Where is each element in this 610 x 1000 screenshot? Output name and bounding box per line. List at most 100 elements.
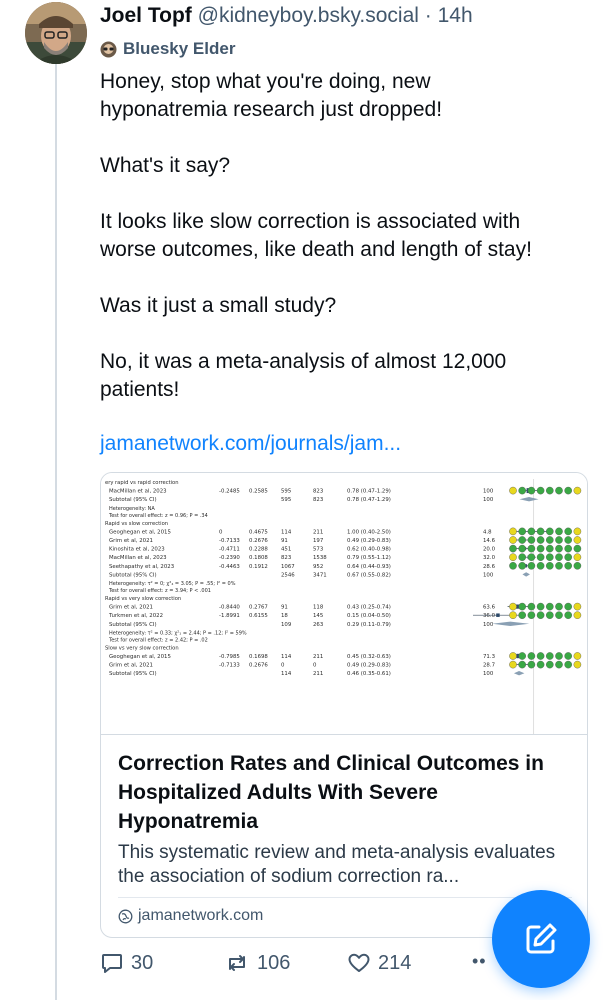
risk-of-bias-dot	[555, 611, 563, 619]
post-paragraph: Was it just a small study?	[100, 294, 337, 317]
risk-of-bias-dot	[509, 553, 517, 561]
elder-badge[interactable]: Bluesky Elder	[100, 38, 235, 60]
forest-se: 0.2676	[249, 538, 268, 544]
risk-of-bias-dot	[545, 660, 554, 669]
reply-button[interactable]: 30	[100, 951, 153, 975]
forest-study-label: Seethapathy et al, 2023	[109, 564, 174, 570]
risk-of-bias-dot	[536, 486, 545, 495]
forest-note: Heterogeneity: τ² = 0; χ²₄ = 3.05; P = .…	[109, 581, 236, 587]
risk-of-bias-dot	[518, 660, 527, 669]
globe-icon	[118, 909, 133, 923]
risk-of-bias-dot	[573, 553, 582, 561]
risk-of-bias-dot	[564, 544, 573, 553]
forest-section-heading: Rapid vs very slow correction	[105, 596, 181, 602]
card-divider	[118, 897, 572, 898]
forest-se: 0.1808	[249, 555, 268, 561]
forest-ci-label: 0.78 (0.47-1.29)	[347, 497, 391, 503]
forest-note: Test for overall effect: z = 3.94; P < .…	[108, 588, 211, 594]
forest-n1: 114	[281, 671, 292, 677]
forest-ci-label: 0.49 (0.29-0.83)	[347, 538, 391, 544]
forest-n2: 1538	[313, 555, 327, 561]
risk-of-bias-dot	[545, 602, 554, 611]
avatar[interactable]	[25, 2, 87, 64]
risk-of-bias-dot	[527, 602, 536, 611]
forest-n2: 211	[313, 529, 323, 535]
risk-of-bias-dot	[555, 562, 563, 570]
forest-weight: 100	[483, 671, 494, 677]
author-name[interactable]: Joel Topf	[100, 4, 192, 27]
risk-of-bias-dot	[509, 602, 517, 611]
speech-bubble-icon	[102, 954, 122, 973]
forest-study-label: MacMillan et al, 2023	[109, 555, 167, 561]
forest-log-or: -0.7133	[219, 663, 240, 669]
forest-weight: 100	[483, 572, 494, 578]
risk-of-bias-dot	[555, 536, 563, 544]
forest-ci-label: 0.45 (0.32-0.63)	[347, 654, 391, 660]
forest-point	[496, 613, 500, 617]
risk-of-bias-dot	[564, 527, 573, 536]
forest-note: Heterogeneity: NA	[109, 506, 155, 512]
reply-count: 30	[131, 951, 154, 974]
risk-of-bias-dot	[527, 652, 536, 660]
risk-of-bias-dot	[555, 486, 563, 495]
forest-log-or: -0.4463	[219, 564, 240, 570]
risk-of-bias-dot	[527, 562, 536, 570]
card-image: ery rapid vs rapid correction MacMillan e…	[101, 473, 587, 735]
risk-of-bias-dot	[536, 527, 545, 536]
forest-log-or: -0.2390	[219, 555, 240, 561]
risk-of-bias-dot	[555, 652, 563, 660]
risk-of-bias-dot	[509, 660, 517, 669]
card-title: Correction Rates and Clinical Outcomes i…	[118, 752, 544, 833]
forest-study-label: Subtotal (95% CI)	[109, 622, 157, 628]
timestamp[interactable]: 14h	[437, 4, 473, 27]
forest-log-or: -0.7985	[219, 654, 240, 660]
forest-se: 0.2767	[249, 605, 268, 611]
repost-button[interactable]: 106	[224, 951, 290, 975]
risk-of-bias-dot	[527, 611, 536, 619]
forest-n1: 18	[281, 613, 288, 619]
forest-ci-label: 0.46 (0.35-0.61)	[347, 671, 391, 677]
risk-of-bias-dot	[509, 562, 517, 570]
forest-study-label: MacMillan et al, 2023	[109, 489, 167, 495]
risk-of-bias-dot	[536, 544, 545, 553]
risk-of-bias-dot	[509, 527, 517, 536]
forest-study-label: Subtotal (95% CI)	[109, 572, 157, 578]
post-link[interactable]: jamanetwork.com/journals/jam...	[100, 432, 402, 455]
forest-n2: 211	[313, 671, 323, 677]
forest-n1: 114	[281, 654, 292, 660]
risk-of-bias-dot	[573, 660, 582, 669]
post-paragraph: No, it was a meta-analysis of almost 12,…	[100, 350, 507, 401]
author-handle[interactable]: @kidneyboy.bsky.social	[197, 4, 419, 27]
forest-study-label: Turkmen et al, 2022	[108, 613, 163, 619]
post-paragraph: Honey, stop what you're doing, new hypon…	[100, 70, 443, 121]
forest-study-label: Geoghegan et al, 2015	[109, 654, 171, 660]
risk-of-bias-dot	[536, 562, 545, 570]
forest-n1: 595	[281, 489, 291, 495]
forest-n2: 0	[313, 663, 317, 669]
forest-note: Test for overall effect: z = 0.96; P = .…	[108, 513, 208, 519]
risk-of-bias-dot	[545, 536, 554, 544]
forest-section-heading: Rapid vs slow correction	[105, 521, 168, 527]
repost-arrows-icon	[229, 955, 245, 971]
link-card[interactable]: ery rapid vs rapid correction MacMillan e…	[100, 472, 588, 938]
risk-of-bias-dot	[564, 536, 573, 544]
more-button[interactable]: ••	[472, 951, 487, 972]
forest-study-label: Grim et al, 2021	[109, 663, 153, 669]
forest-n2: 823	[313, 489, 323, 495]
post-actions: 30 106 214 ••	[100, 951, 500, 979]
forest-ci-label: 0.49 (0.29-0.83)	[347, 663, 391, 669]
forest-se: 0.1698	[249, 654, 268, 660]
risk-of-bias-dot	[564, 602, 573, 611]
risk-of-bias-dot	[545, 611, 554, 619]
forest-diamond	[519, 497, 539, 502]
forest-n2: 952	[313, 564, 323, 570]
like-button[interactable]: 214	[347, 951, 411, 975]
forest-weight: 4.8	[483, 529, 492, 535]
forest-weight: 100	[483, 497, 494, 503]
compose-button[interactable]	[492, 890, 590, 988]
post-paragraph: It looks like slow correction is associa…	[100, 210, 532, 261]
forest-weight: 28.6	[483, 564, 496, 570]
risk-of-bias-dot	[509, 544, 517, 553]
risk-of-bias-dot	[536, 536, 545, 544]
forest-study-label: Subtotal (95% CI)	[109, 497, 157, 503]
